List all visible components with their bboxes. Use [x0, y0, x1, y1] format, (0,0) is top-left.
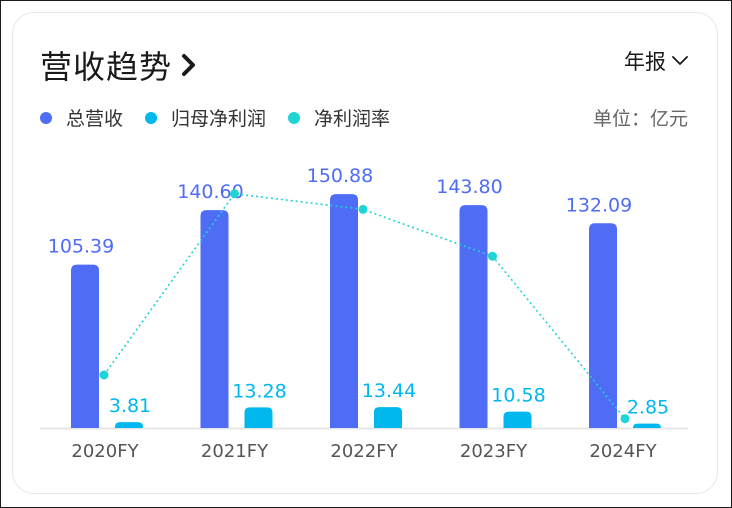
legend-item-net-margin[interactable]: 净利润率: [288, 104, 390, 131]
net-profit-value-label: 13.28: [232, 380, 286, 402]
net-profit-bar: [244, 407, 273, 428]
x-tick-label: 2023FY: [460, 441, 528, 462]
x-tick-label: 2021FY: [201, 441, 269, 462]
net-margin-point: [230, 189, 239, 199]
legend: 总营收 归母净利润 净利润率: [40, 104, 412, 131]
revenue-value-label: 150.88: [307, 165, 373, 187]
legend-dot-net-margin: [288, 111, 301, 124]
net-margin-point: [488, 251, 497, 261]
net-margin-point: [99, 370, 109, 380]
revenue-bar: [200, 210, 229, 428]
net-margin-line: [103, 192, 626, 420]
net-profit-bar: [633, 423, 661, 428]
revenue-value-label: 105.39: [48, 236, 114, 258]
legend-dot-net-profit: [145, 111, 158, 124]
revenue-bar: [459, 205, 488, 428]
legend-label-net-margin: 净利润率: [314, 108, 391, 130]
revenue-value-label: 143.80: [436, 176, 502, 198]
x-tick-label: 2024FY: [589, 441, 657, 462]
legend-dot-revenue: [40, 111, 52, 124]
legend-item-revenue[interactable]: 总营收: [40, 104, 123, 131]
net-profit-value-label: 2.85: [627, 397, 669, 419]
x-tick-label: 2020FY: [71, 441, 139, 462]
net-profit-bar: [374, 407, 402, 428]
chevron-down-icon: [672, 56, 688, 65]
net-margin-point: [620, 414, 630, 424]
title-row[interactable]: 营收趋势: [40, 42, 198, 88]
period-selector-label: 年报: [624, 50, 666, 74]
net-profit-bar: [503, 411, 532, 428]
x-tick-label: 2022FY: [330, 441, 398, 462]
net-profit-bar: [115, 422, 143, 428]
period-selector[interactable]: 年报: [624, 46, 688, 76]
net-margin-point: [358, 204, 368, 214]
revenue-bar: [71, 264, 99, 428]
net-profit-value-label: 3.81: [109, 395, 151, 417]
legend-label-net-profit: 归母净利润: [171, 108, 267, 130]
revenue-value-label: 132.09: [566, 194, 632, 216]
net-profit-value-label: 10.58: [491, 385, 545, 407]
chart-title[interactable]: 营收趋势: [40, 48, 173, 86]
legend-label-revenue: 总营收: [66, 108, 124, 130]
chevron-right-icon[interactable]: [180, 52, 198, 78]
net-profit-value-label: 13.44: [362, 380, 416, 402]
revenue-value-label: 140.60: [177, 181, 243, 203]
revenue-bar: [589, 223, 617, 428]
legend-item-net-profit[interactable]: 归母净利润: [145, 104, 266, 131]
revenue-bar: [330, 194, 358, 428]
unit-label: 单位：亿元: [592, 108, 688, 130]
